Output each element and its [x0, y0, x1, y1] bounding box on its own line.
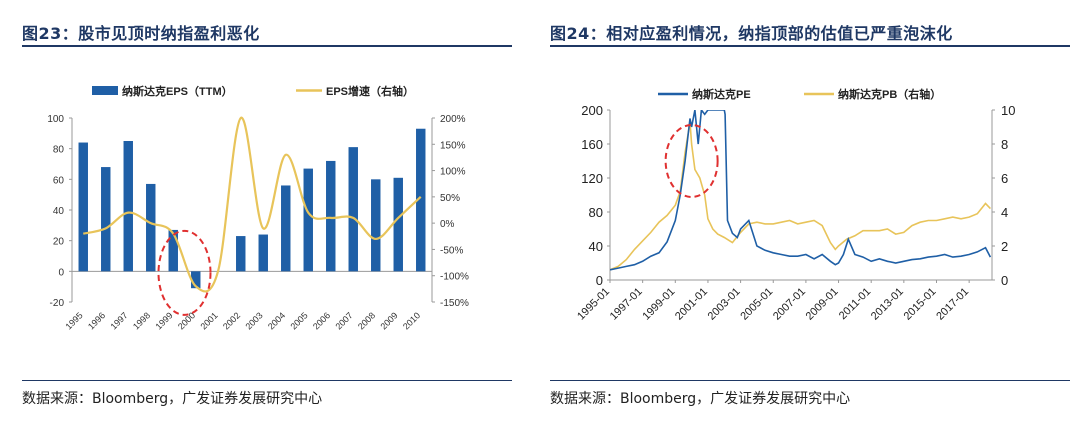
eps-bar — [168, 229, 178, 272]
x-axis-date-label: 1995-01 — [575, 286, 612, 323]
x-axis-year-label: 2003 — [243, 310, 264, 331]
right-axis-tick-label: 6 — [1001, 171, 1008, 186]
right-axis-tick-label: -100% — [440, 272, 469, 283]
left-title-rule — [22, 45, 512, 47]
x-axis-date-label: 2001-01 — [673, 286, 710, 323]
left-figure-panel: 图23：股市见顶时纳指盈利恶化 -20 0 20 40 60 80 100 -150% -100… — [0, 0, 520, 423]
x-axis-date-label: 2015-01 — [902, 286, 939, 323]
eps-bar — [326, 160, 336, 272]
legend-eps-label: 纳斯达克EPS（TTM） — [122, 84, 233, 98]
x-axis-year-label: 1995 — [63, 310, 84, 331]
x-axis-year-label: 2008 — [356, 310, 377, 331]
x-axis-year-label: 1998 — [131, 310, 152, 331]
eps-bar — [303, 168, 313, 272]
left-axis-tick-label: 60 — [53, 175, 65, 186]
left-axis-tick-label: 100 — [47, 114, 64, 125]
legend-pe-label: 纳斯达克PE — [692, 87, 751, 101]
eps-bar — [146, 183, 156, 272]
left-axis-tick-label: 40 — [53, 206, 65, 217]
left-axis-tick-label: 0 — [596, 273, 603, 288]
x-axis-year-label: 2009 — [378, 310, 399, 331]
right-axis-tick-label: 200% — [440, 114, 466, 125]
x-axis-date-label: 1999-01 — [640, 286, 677, 323]
right-axis-tick-label: 10 — [1001, 103, 1015, 118]
eps-bar — [393, 177, 403, 272]
left-axis-tick-label: 40 — [589, 239, 603, 254]
right-source-note: 数据来源：Bloomberg，广发证券发展研究中心 — [550, 391, 851, 407]
right-axis-tick-label: -150% — [440, 298, 469, 309]
eps-bar — [281, 185, 291, 272]
right-axis-tick-label: 2 — [1001, 239, 1008, 254]
left-chart: -20 0 20 40 60 80 100 -150% -100% -50% 0% 50% 100% 15… — [47, 84, 469, 332]
x-axis-year-label: 2010 — [401, 310, 422, 331]
right-axis-tick-label: 50% — [440, 193, 460, 204]
right-title-rule — [550, 45, 1070, 47]
right-axis-tick-label: 8 — [1001, 137, 1008, 152]
right-axis-tick-label: -50% — [440, 245, 463, 256]
x-axis-year-label: 1999 — [153, 310, 174, 331]
eps-bar — [258, 234, 268, 272]
eps-bar — [78, 142, 88, 272]
x-axis-year-label: 2000 — [176, 310, 197, 331]
legend-bar-swatch — [92, 86, 118, 95]
x-axis-date-label: 2005-01 — [738, 286, 775, 323]
left-axis-tick-label: 0 — [58, 267, 64, 278]
eps-bar — [236, 236, 246, 272]
eps-bar — [101, 167, 111, 272]
left-source-rule — [22, 380, 512, 381]
pb-line — [610, 121, 991, 271]
eps-bar — [123, 141, 133, 272]
right-axis-tick-label: 0% — [440, 219, 455, 230]
x-axis-year-label: 2004 — [266, 310, 287, 331]
left-axis-tick-label: 120 — [581, 171, 603, 186]
right-axis-tick-label: 100% — [440, 167, 466, 178]
highlight-ellipse — [157, 229, 212, 316]
right-figure-panel: 图24：相对应盈利情况，纳指顶部的估值已严重泡沫化 0 40 80 120 160 200… — [540, 0, 1080, 423]
x-axis-year-label: 2006 — [311, 310, 332, 331]
legend-growth-label: EPS增速（右轴） — [326, 84, 414, 98]
left-source-note: 数据来源：Bloomberg，广发证券发展研究中心 — [22, 391, 323, 407]
eps-growth-line — [83, 116, 422, 293]
x-axis-year-label: 2007 — [333, 310, 354, 331]
right-source-rule — [550, 380, 1070, 381]
right-axis-tick-label: 4 — [1001, 205, 1008, 220]
left-axis-tick-label: 200 — [581, 103, 603, 118]
right-axis-tick-label: 0 — [1001, 273, 1008, 288]
left-figure-title: 图23：股市见顶时纳指盈利恶化 — [22, 24, 260, 43]
eps-bar — [191, 271, 201, 289]
left-axis-tick-label: 80 — [589, 205, 603, 220]
x-axis-date-label: 2017-01 — [934, 286, 971, 323]
eps-bar — [348, 147, 358, 272]
x-axis-year-label: 1996 — [86, 310, 107, 331]
right-figure-title: 图24：相对应盈利情况，纳指顶部的估值已严重泡沫化 — [550, 24, 953, 43]
x-axis-date-label: 2009-01 — [804, 286, 841, 323]
x-axis-date-label: 2003-01 — [706, 286, 743, 323]
pe-line — [610, 110, 992, 271]
eps-bar — [371, 179, 381, 272]
left-axis-tick-label: 80 — [53, 145, 65, 156]
x-axis-year-label: 2002 — [221, 310, 242, 331]
right-chart: 0 40 80 120 160 200 0 2 4 6 8 10 1995-011997-011999-… — [575, 87, 1015, 323]
highlight-ellipse — [664, 124, 719, 198]
x-axis-date-label: 2007-01 — [771, 286, 808, 323]
left-axis-tick-label: -20 — [50, 298, 65, 309]
x-axis-date-label: 2013-01 — [869, 286, 906, 323]
left-axis-tick-label: 20 — [53, 237, 65, 248]
x-axis-date-label: 2011-01 — [837, 286, 873, 322]
right-axis-tick-label: 150% — [440, 140, 466, 151]
x-axis-year-label: 2005 — [288, 310, 309, 331]
legend-pb-label: 纳斯达克PB（右轴） — [838, 87, 941, 101]
x-axis-year-label: 2001 — [198, 310, 219, 331]
eps-bar — [416, 128, 426, 272]
left-axis-tick-label: 160 — [581, 137, 603, 152]
x-axis-year-label: 1997 — [108, 310, 129, 331]
x-axis-date-label: 1997-01 — [608, 286, 645, 323]
